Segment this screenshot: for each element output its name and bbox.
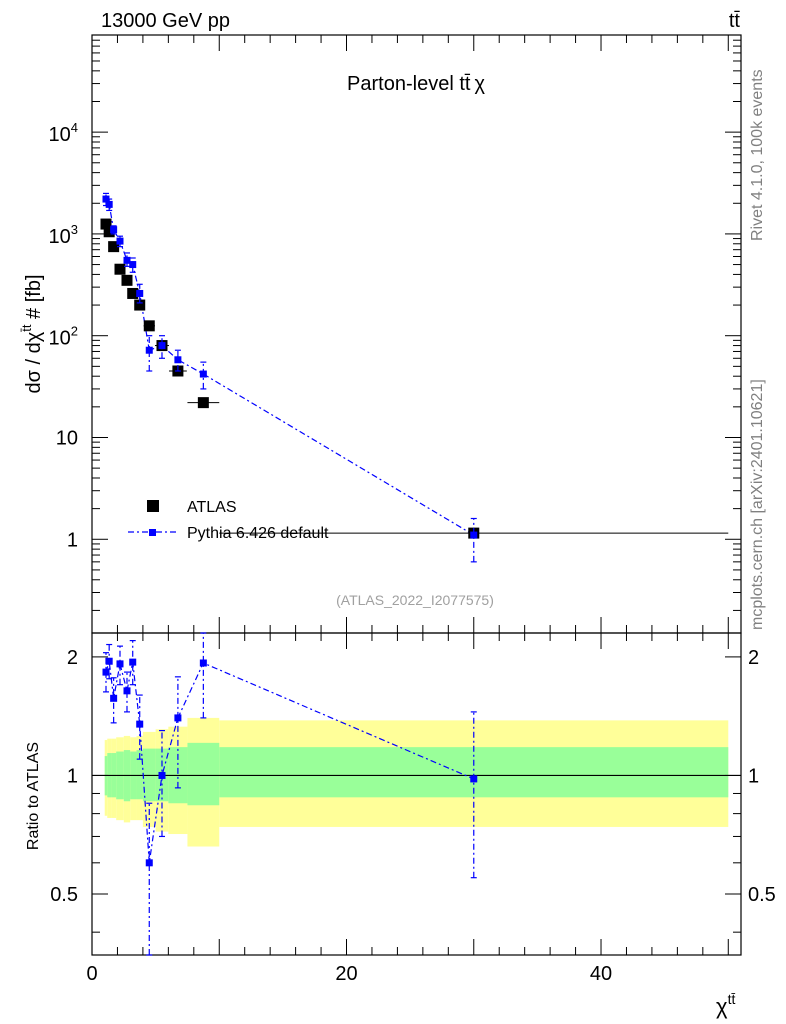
ratio-point-7 <box>145 859 153 867</box>
x-axis-ticks: 0 20 40 <box>86 35 729 985</box>
main-axis-ticks: 1 10 102 103 104 <box>49 34 741 611</box>
legend-atlas-label: ATLAS <box>187 499 237 516</box>
pythia-point-9 <box>174 356 182 364</box>
pythia-point-7 <box>145 346 153 354</box>
atlas-point-5 <box>127 287 139 299</box>
process-label: tt̄ <box>729 10 741 32</box>
pythia-point-1 <box>105 200 113 208</box>
ratio-series-line <box>105 661 475 863</box>
atlas-point-1 <box>103 226 115 238</box>
pythia-point-3 <box>116 237 124 245</box>
atlas-point-7 <box>143 320 155 332</box>
legend-atlas-marker <box>147 500 159 512</box>
pythia-point-2 <box>110 226 118 234</box>
mcplots-label: mcplots.cern.ch [arXiv:2401.10621] <box>749 379 766 630</box>
ratio-point-6 <box>136 720 144 728</box>
pythia-point-0 <box>102 195 110 203</box>
legend-pythia-marker <box>149 529 156 536</box>
ratio-axis-ticks: 0.5 0.5 1 1 2 2 <box>50 647 776 933</box>
pythia-point-6 <box>136 289 144 297</box>
x-axis-label: χtt̄ <box>716 991 735 1019</box>
ratio-band-inner-10 <box>187 742 220 806</box>
main-plot-marks <box>100 192 729 563</box>
y-axis-label: dσ / dχt̄t # [fb] <box>19 274 45 393</box>
ratio-point-5 <box>129 658 137 666</box>
ratio-y-tick-label-left: 1 <box>67 765 78 787</box>
ratio-point-2 <box>110 694 118 702</box>
main-y-tick-label: 1 <box>67 529 78 551</box>
main-y-tick-label: 103 <box>49 222 78 248</box>
ratio-point-11 <box>470 775 478 783</box>
plot-title: Parton-level tt̄ χ <box>347 73 485 95</box>
pythia-point-4 <box>123 256 131 264</box>
ratio-point-9 <box>174 714 182 722</box>
pythia-point-8 <box>158 342 166 350</box>
pythia-point-5 <box>129 261 137 269</box>
main-plot-frame <box>91 34 742 634</box>
energy-label: 13000 GeV pp <box>101 10 230 32</box>
legend: ATLAS Pythia 6.426 default <box>128 499 329 542</box>
x-tick-label: 40 <box>590 963 612 985</box>
atlas-point-0 <box>100 218 112 230</box>
atlas-point-3 <box>114 263 126 275</box>
main-y-tick-label: 102 <box>49 324 78 350</box>
main-y-tick-label: 10 <box>56 427 78 449</box>
ratio-plot-marks <box>102 632 478 956</box>
legend-pythia-label: Pythia 6.426 default <box>187 525 329 542</box>
ratio-point-0 <box>102 668 110 676</box>
ratio-uncertainty-bands <box>104 717 729 847</box>
ratio-point-3 <box>116 660 124 668</box>
ratio-y-tick-label-left: 2 <box>67 647 78 669</box>
analysis-id: (ATLAS_2022_I2077575) <box>336 592 494 608</box>
ratio-plot-frame <box>91 632 742 956</box>
atlas-point-2 <box>108 241 120 253</box>
pythia-point-10 <box>199 370 207 378</box>
ratio-point-8 <box>158 771 166 779</box>
pythia-point-11 <box>470 531 478 539</box>
ratio-y-tick-label-right: 1 <box>748 765 759 787</box>
atlas-point-10 <box>197 397 209 409</box>
ratio-band-inner-6 <box>136 750 143 800</box>
ratio-y-tick-label-left: 0.5 <box>50 884 78 906</box>
ratio-y-axis-label: Ratio to ATLAS <box>25 742 42 850</box>
x-tick-label: 0 <box>86 963 97 985</box>
ratio-y-tick-label-right: 0.5 <box>748 884 776 906</box>
x-tick-label: 20 <box>335 963 357 985</box>
main-y-tick-label: 104 <box>49 120 78 146</box>
atlas-point-6 <box>134 299 146 311</box>
rivet-label: Rivet 4.1.0, 100k events <box>749 69 766 241</box>
ratio-y-tick-label-right: 2 <box>748 647 759 669</box>
atlas-point-4 <box>121 274 133 286</box>
pythia-series-line <box>105 198 475 536</box>
ratio-point-10 <box>199 659 207 667</box>
ratio-point-4 <box>123 687 131 695</box>
ratio-point-1 <box>105 657 113 665</box>
